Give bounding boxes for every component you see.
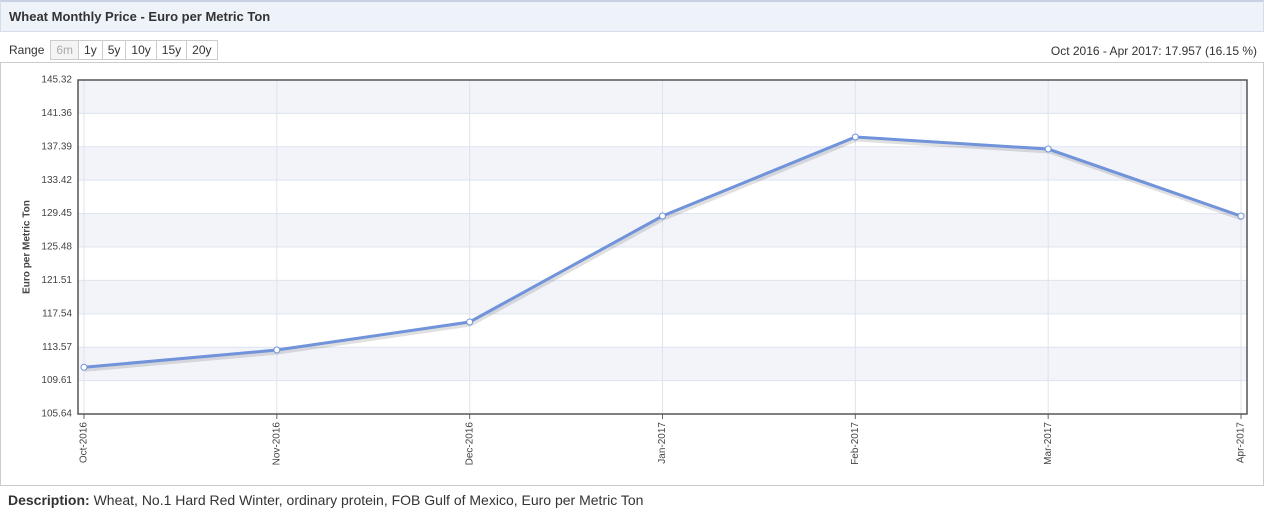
description-label: Description: [8,492,90,508]
y-tick-label: 141.36 [41,108,72,119]
y-tick-label: 133.42 [41,175,72,186]
description: Description: Wheat, No.1 Hard Red Winter… [8,492,643,508]
y-tick-label: 137.39 [41,141,72,152]
y-tick-label: 125.48 [41,242,72,253]
range-button[interactable]: 5y [101,40,127,60]
y-tick-label: 113.57 [42,342,72,353]
y-axis-title: Euro per Metric Ton [22,200,33,294]
point [466,318,474,326]
range-label: Range [9,43,45,57]
y-tick-label: 117.54 [42,308,72,319]
plot-border [77,79,1248,415]
y-tick-label: 109.61 [41,375,72,386]
x-tick-label: Jan-2017 [657,422,668,464]
header-title: Wheat Monthly Price - Euro per Metric To… [9,9,271,24]
description-text: Wheat, No.1 Hard Red Winter, ordinary pr… [93,492,644,508]
point [1044,145,1052,153]
y-tick-label: 145.32 [41,75,72,86]
range-button[interactable]: 10y [125,40,157,60]
point [851,133,859,141]
y-tick-label: 121.51 [41,275,72,286]
point [80,363,88,371]
range-button[interactable]: 15y [155,40,188,60]
summary: Oct 2016 - Apr 2017: 17.957 (16.15 %) [1050,44,1257,58]
x-tick-label: Oct-2016 [79,422,90,464]
y-tick-label: 105.64 [41,409,72,420]
range-button[interactable]: 1y [78,40,103,60]
point [659,212,666,220]
range-button[interactable]: 20y [186,40,218,60]
range-selector: Range 6m 1y 5y 10y 15y 20y [9,40,218,60]
header: Wheat Monthly Price - Euro per Metric To… [0,0,1264,32]
x-tick-label: Feb-2017 [850,422,861,465]
x-tick-label: Nov-2016 [271,422,282,466]
y-tick-label: 129.45 [41,208,72,219]
point [1237,212,1245,220]
x-tick-label: Apr-2017 [1236,422,1247,464]
x-tick-label: Dec-2016 [464,422,475,466]
x-tick-label: Mar-2017 [1043,422,1054,465]
point [273,346,281,354]
